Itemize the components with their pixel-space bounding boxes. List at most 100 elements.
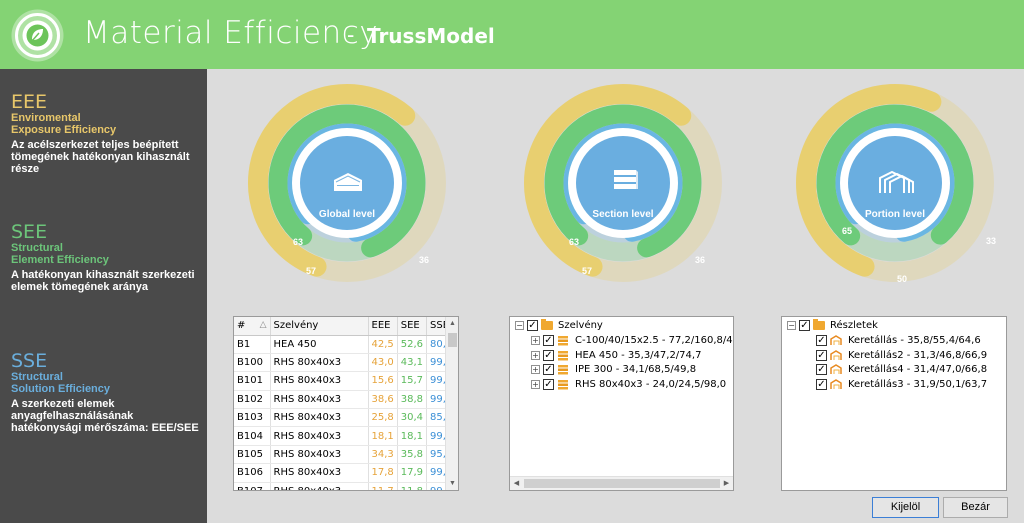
cell-eee: 18,1 [368,426,398,446]
table-header-row: # △ Szelvény EEE SEE SSE [234,317,457,336]
col-header-eee[interactable]: EEE [368,317,398,336]
section-stack-icon [558,379,568,389]
cell-id: B100 [234,353,271,373]
sort-asc-icon: △ [259,320,267,331]
cell-eee: 11,7 [368,482,398,490]
table-row[interactable]: B106 RHS 80x40x3 17,8 17,9 99,2 [234,463,457,483]
tree-item-label: Keretállás4 - 31,4/47,0/66,8 [848,364,988,375]
table-row[interactable]: B105 RHS 80x40x3 34,3 35,8 95,8 [234,445,457,465]
section-root-label: Szelvény [558,320,603,331]
portion-tree-root[interactable]: − ✓ Részletek [787,318,878,333]
tree-item[interactable]: + ✓ C-100/40/15x2.5 - 77,2/160,8/48,0 [531,333,733,348]
tree-item-checkbox[interactable]: ✓ [543,378,554,390]
collapse-icon[interactable]: − [515,321,524,330]
tree-item-label: Keretállás - 35,8/55,4/64,6 [848,335,981,346]
frame-portion-icon [830,349,842,360]
col-header-see[interactable]: SEE [397,317,428,336]
table-row[interactable]: B1 HEA 450 42,5 52,6 80,8 [234,335,457,354]
global-eee-value: 36 [418,255,429,265]
tree-item[interactable]: ✓ Keretállás2 - 31,3/46,8/66,9 [816,348,987,363]
tree-item-checkbox[interactable]: ✓ [816,364,827,375]
collapse-icon[interactable]: − [787,321,796,330]
expand-icon[interactable]: + [531,350,540,360]
cell-section: RHS 80x40x3 [270,390,369,410]
scroll-down-icon[interactable]: ▼ [449,480,456,487]
cell-see: 43,1 [397,353,428,373]
scroll-left-icon[interactable]: ◀ [513,479,520,487]
eee-description: Az acélszerkezet teljes beépített tömegé… [11,139,190,175]
expand-icon[interactable]: + [531,365,540,374]
see-name-2: Element Efficiency [11,254,109,266]
section-root-checkbox[interactable]: ✓ [527,320,538,331]
tree-item-label: HEA 450 - 35,3/47,2/74,7 [575,349,702,361]
select-button[interactable]: Kijelöl [872,497,939,518]
cell-eee: 34,3 [368,445,398,465]
section-stack-icon [558,336,568,346]
section-horizontal-scrollbar[interactable]: ◀ ▶ [510,476,733,490]
global-level-gauge[interactable]: Global level 63 57 36 [229,81,467,283]
tree-item-label: Keretállás3 - 31,9/50,1/63,7 [848,378,988,390]
leaf-logo-icon [10,8,65,63]
see-description: A hatékonyan kihasznált szerkezeti eleme… [11,269,195,293]
tree-item[interactable]: + ✓ HEA 450 - 35,3/47,2/74,7 [531,348,701,363]
eee-ring-value-arc [248,84,416,277]
cell-see: 38,8 [397,390,428,410]
close-button[interactable]: Bezár [943,497,1008,518]
col-header-id[interactable]: # △ [234,317,271,336]
folder-icon [813,319,825,330]
cell-eee: 17,8 [368,463,398,483]
section-level-gauge[interactable]: Section level 63 57 36 [505,81,743,283]
tree-item-checkbox[interactable]: ✓ [816,335,827,346]
app-title: Material Efficiency [83,15,379,51]
portion-level-gauge[interactable]: Portion level 65 50 33 [777,81,1015,284]
cell-eee: 25,8 [368,408,398,428]
col-header-section[interactable]: Szelvény [270,317,369,336]
table-row[interactable]: B100 RHS 80x40x3 43,0 43,1 99,8 [234,353,457,373]
cell-see: 18,1 [397,426,428,446]
section-see-value: 57 [581,266,592,276]
cell-section: RHS 80x40x3 [270,353,369,373]
title-bar: Material Efficiency - TrussModel [0,0,1024,69]
tree-item-checkbox[interactable]: ✓ [543,335,554,346]
see-ring-value-arc [816,104,974,246]
tree-item[interactable]: + ✓ RHS 80x40x3 - 24,0/24,5/98,0 [531,377,726,392]
scroll-right-icon[interactable]: ▶ [723,479,730,487]
tree-item-checkbox[interactable]: ✓ [816,378,827,390]
cell-id: B106 [234,463,271,483]
cell-section: RHS 80x40x3 [270,445,369,465]
portion-root-checkbox[interactable]: ✓ [799,320,810,331]
cell-id: B105 [234,445,271,465]
section-tree-panel: − ✓ Szelvény + ✓ C-100/40/15x2.5 - 77,2/16… [509,316,734,491]
eee-name-1: Enviromental [11,112,81,124]
tree-item[interactable]: ✓ Keretállás - 35,8/55,4/64,6 [816,333,981,348]
table-row[interactable]: B103 RHS 80x40x3 25,8 30,4 85,0 [234,408,457,428]
cell-eee: 38,6 [368,390,398,410]
tree-item[interactable]: ✓ Keretállás4 - 31,4/47,0/66,8 [816,362,987,377]
global-sse-value: 63 [292,237,303,247]
tree-item-checkbox[interactable]: ✓ [543,364,554,375]
tree-item-checkbox[interactable]: ✓ [543,349,554,361]
portion-level-rings [796,84,994,282]
cell-eee: 43,0 [368,353,398,373]
tree-item-checkbox[interactable]: ✓ [816,349,827,361]
tree-item[interactable]: + ✓ IPE 300 - 34,1/68,5/49,8 [531,362,696,377]
expand-icon[interactable]: + [531,379,540,389]
portion-eee-value: 33 [985,236,996,246]
table-row[interactable]: B101 RHS 80x40x3 15,6 15,7 99,4 [234,371,457,391]
tree-item-label: RHS 80x40x3 - 24,0/24,5/98,0 [575,378,727,390]
model-name: TrussModel [367,24,495,48]
cell-section: RHS 80x40x3 [270,371,369,391]
table-row[interactable]: B102 RHS 80x40x3 38,6 38,8 99,4 [234,390,457,410]
section-level-label: Section level [592,209,654,220]
section-stack-icon [558,350,568,360]
expand-icon[interactable]: + [531,336,540,345]
scroll-up-icon[interactable]: ▲ [449,320,456,327]
table-vertical-scrollbar[interactable]: ▲ ▼ [445,317,458,490]
table-row[interactable]: B107RHS 80x40x311,711,899,7 [234,482,457,490]
section-tree-root[interactable]: − ✓ Szelvény [515,318,603,333]
table-scroll-thumb[interactable] [448,333,457,347]
tree-item[interactable]: ✓ Keretállás3 - 31,9/50,1/63,7 [816,377,987,392]
table-row[interactable]: B104 RHS 80x40x3 18,1 18,1 99,6 [234,426,457,446]
section-scroll-thumb[interactable] [524,479,720,488]
col-id-label: # [237,320,246,332]
